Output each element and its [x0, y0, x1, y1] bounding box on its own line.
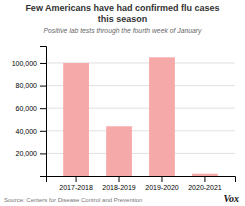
y-tick-label: 80,000	[16, 82, 38, 89]
x-tick-label: 2018-2019	[102, 184, 136, 191]
y-tick-mark	[40, 63, 46, 64]
chart: Few Americans have had confirmed flu cas…	[0, 0, 245, 206]
x-tick: 2019-2020	[145, 176, 179, 191]
y-tick: 80,000	[16, 82, 46, 89]
y-tick-label: 40,000	[16, 128, 38, 135]
x-tick: 2018-2019	[102, 176, 136, 191]
bars	[63, 57, 218, 176]
bar	[192, 174, 218, 176]
y-axis-line	[40, 47, 47, 177]
title: Few Americans have had confirmed flu cas…	[25, 3, 219, 24]
x-tick-label: 2019-2020	[145, 184, 179, 191]
bar	[106, 126, 132, 176]
y-tick: 60,000	[16, 105, 46, 112]
x-tick-label: 2020-2021	[188, 184, 222, 191]
x-tick-mark	[76, 176, 77, 182]
x-tick-label: 2017-2018	[59, 184, 93, 191]
plot: 20,000 40,000 60,000 80,000 100,000 2017-2018…	[12, 47, 236, 191]
y-tick-label: 100,000	[12, 60, 37, 67]
y-tick-label: 60,000	[16, 105, 38, 112]
x-tick: 2020-2021	[188, 176, 222, 191]
subtitle: Positive lab tests through the fourth we…	[44, 27, 203, 35]
x-axis-line	[47, 177, 236, 183]
bar	[63, 63, 89, 176]
y-tick: 40,000	[16, 128, 46, 135]
x-tick-mark	[161, 176, 162, 182]
y-tick: 100,000	[12, 60, 46, 67]
x-tick-mark	[204, 176, 205, 182]
y-tick: 20,000	[16, 150, 46, 157]
annotation: Source: Centers for Disease Control and …	[4, 197, 142, 203]
bar	[149, 57, 175, 176]
annotation: Vox	[223, 193, 239, 204]
y-axis: 20,000 40,000 60,000 80,000 100,000	[12, 47, 47, 177]
x-tick-mark	[119, 176, 120, 182]
x-axis: 2017-2018 2018-2019 2019-2020 2020-2021	[47, 176, 236, 191]
y-tick-mark	[40, 153, 46, 154]
y-tick-mark	[40, 131, 46, 132]
x-tick: 2017-2018	[59, 176, 93, 191]
y-tick-mark	[40, 86, 46, 87]
y-tick-mark	[40, 108, 46, 109]
y-tick-label: 20,000	[16, 150, 38, 157]
